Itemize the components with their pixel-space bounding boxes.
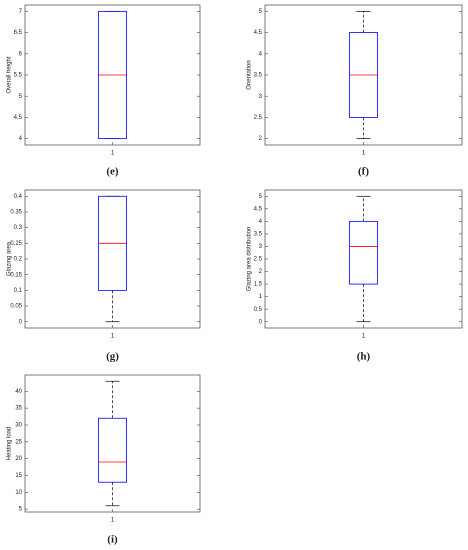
x-tick-label: 1 — [362, 151, 366, 157]
y-tick-label: 0.25 — [10, 241, 22, 247]
y-tick-label: 7 — [19, 9, 23, 15]
y-tick-label: 0.3 — [14, 225, 23, 231]
y-tick-label: 5 — [259, 9, 263, 15]
y-tick-label: 2.5 — [254, 257, 263, 263]
y-tick-label: 2.5 — [254, 115, 263, 121]
y-tick-label: 0.35 — [10, 210, 22, 216]
y-tick-label: 10 — [15, 490, 22, 496]
y-axis-label: Overall height — [7, 56, 13, 93]
caption: (h) — [357, 351, 371, 363]
y-tick-label: 35 — [15, 406, 22, 412]
y-tick-label: 4.5 — [254, 30, 263, 36]
y-tick-label: 2 — [259, 269, 263, 275]
x-tick-label: 1 — [111, 334, 115, 340]
caption: (g) — [106, 351, 119, 363]
x-tick-label: 1 — [111, 518, 115, 524]
y-tick-label: 3.5 — [254, 231, 263, 237]
y-tick-label: 6 — [19, 51, 23, 57]
y-axis-label: Glazing area distribution — [247, 227, 253, 292]
y-tick-label: 3 — [259, 244, 263, 250]
y-tick-label: 3.5 — [254, 73, 263, 79]
y-tick-label: 25 — [15, 439, 22, 445]
y-tick-label: 5 — [19, 507, 23, 513]
y-tick-label: 0.2 — [14, 257, 23, 263]
y-tick-label: 3 — [259, 94, 263, 100]
caption: (i) — [107, 534, 118, 546]
y-axis-label: Orientation — [247, 60, 253, 89]
box — [98, 417, 127, 483]
y-tick-label: 0.5 — [254, 307, 263, 313]
caption: (e) — [106, 166, 119, 178]
y-tick-label: 4 — [19, 136, 23, 142]
y-tick-label: 6.5 — [14, 30, 23, 36]
x-tick-label: 1 — [111, 151, 115, 157]
y-tick-label: 20 — [15, 456, 22, 462]
y-tick-label: 4.5 — [254, 206, 263, 212]
y-tick-label: 0.1 — [14, 288, 23, 294]
y-tick-label: 4 — [259, 51, 263, 57]
y-tick-label: 30 — [15, 423, 22, 429]
y-tick-label: 2 — [259, 136, 263, 142]
y-tick-label: 5 — [19, 94, 23, 100]
y-tick-label: 15 — [15, 473, 22, 479]
y-tick-label: 5 — [259, 194, 263, 200]
y-tick-label: 1.5 — [254, 282, 263, 288]
y-tick-label: 5.5 — [14, 73, 23, 79]
y-tick-label: 4.5 — [14, 115, 23, 121]
y-tick-label: 1 — [259, 294, 263, 300]
y-tick-label: 0.4 — [14, 194, 23, 200]
x-tick-label: 1 — [362, 334, 366, 340]
y-tick-label: 4 — [259, 219, 263, 225]
box — [349, 220, 378, 285]
caption: (f) — [358, 166, 369, 178]
y-tick-label: 0 — [259, 319, 263, 325]
y-axis-label: Heating load — [7, 427, 13, 461]
y-tick-label: 40 — [15, 389, 22, 395]
y-tick-label: 0.15 — [10, 272, 22, 278]
y-axis-label: Glazing area — [7, 241, 13, 276]
y-tick-label: 0.05 — [10, 304, 22, 310]
y-tick-label: 0 — [19, 319, 23, 325]
